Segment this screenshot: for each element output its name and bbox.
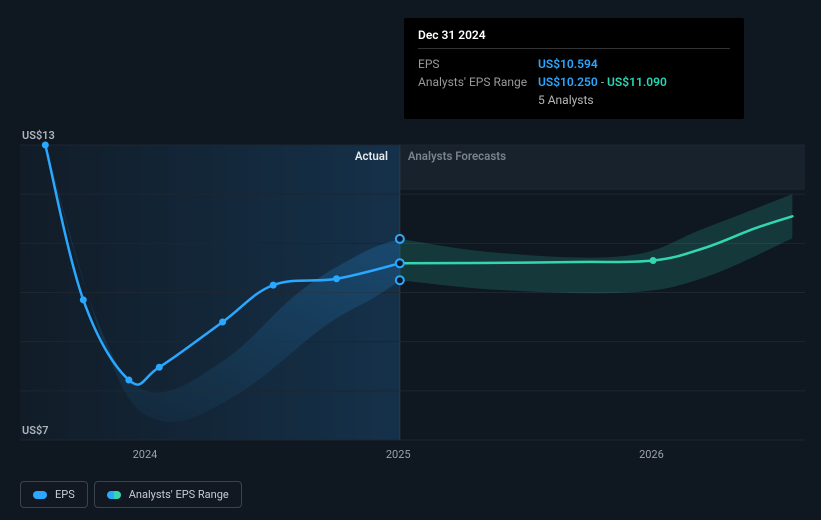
tooltip-key: [418, 93, 538, 107]
tooltip-key: EPS: [418, 57, 538, 71]
section-label-forecast: Analysts Forecasts: [408, 149, 506, 163]
tooltip-range-value: US$10.250 - US$11.090: [538, 75, 667, 89]
tooltip-key: Analysts' EPS Range: [418, 75, 538, 89]
tooltip-date: Dec 31 2024: [418, 28, 730, 49]
x-axis-label: 2025: [386, 448, 411, 461]
section-label-actual: Actual: [355, 149, 388, 163]
x-axis-label: 2026: [639, 448, 664, 461]
legend-swatch-icon: [107, 491, 121, 499]
legend-item[interactable]: EPS: [20, 481, 88, 508]
legend-item[interactable]: Analysts' EPS Range: [94, 481, 242, 508]
y-axis-label: US$13: [22, 129, 55, 142]
legend-label: EPS: [55, 488, 75, 501]
legend-swatch-icon: [33, 491, 47, 499]
tooltip-row: EPSUS$10.594: [418, 55, 730, 73]
tooltip-subtext: 5 Analysts: [538, 93, 594, 107]
chart-tooltip: Dec 31 2024 EPSUS$10.594Analysts' EPS Ra…: [404, 18, 744, 119]
y-axis-label: US$7: [22, 424, 49, 437]
tooltip-row: Analysts' EPS RangeUS$10.250 - US$11.090: [418, 73, 730, 91]
legend-label: Analysts' EPS Range: [129, 488, 229, 501]
tooltip-eps-value: US$10.594: [538, 57, 598, 71]
x-axis-label: 2024: [133, 448, 158, 461]
legend: EPS Analysts' EPS Range: [20, 481, 242, 508]
tooltip-row: 5 Analysts: [418, 91, 730, 109]
